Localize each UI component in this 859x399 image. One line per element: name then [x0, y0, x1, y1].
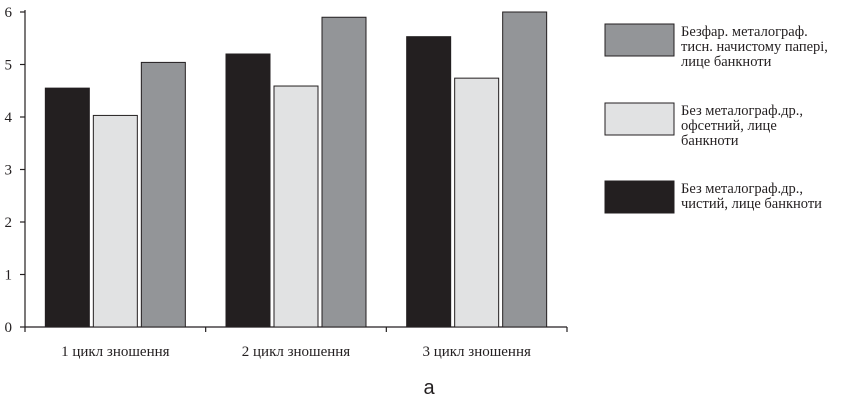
legend-label: Безфар. металограф. [681, 24, 808, 40]
legend-label: Без металограф.др., [681, 181, 803, 197]
bar [273, 85, 319, 328]
legend-label: чистий, лице банкноти [681, 196, 822, 212]
tick-labels: 0 1 2 3 4 5 6 1 цикл зношення 2 цикл зношення 3 ц… [5, 5, 531, 360]
y-tick-label: 0 [5, 320, 13, 336]
legend-swatch [604, 23, 675, 57]
y-tick-label: 5 [5, 58, 13, 74]
legend-label: офсетний, лице [681, 118, 777, 134]
legend-label: тисн. начистому папері, [681, 39, 828, 55]
legend-label: Без металограф.др., [681, 103, 803, 119]
legend-label: лице банкноти [681, 54, 772, 70]
y-tick-label: 3 [5, 163, 13, 179]
bar [502, 11, 548, 328]
bar [225, 53, 271, 328]
bar [92, 114, 138, 328]
y-tick-label: 6 [5, 5, 13, 21]
x-tick-label: 1 цикл зношення [61, 344, 170, 360]
figure-caption: a [423, 377, 435, 399]
y-tick-label: 1 [5, 268, 13, 284]
chart-bars [44, 11, 548, 328]
x-tick-label: 2 цикл зношення [242, 344, 351, 360]
x-tick-label: 3 цикл зношення [422, 344, 531, 360]
y-tick-label: 4 [5, 110, 13, 126]
bar [454, 77, 500, 328]
bar [406, 36, 452, 328]
legend-swatch [604, 180, 675, 214]
legend-label: банкноти [681, 133, 739, 149]
bar [44, 87, 90, 328]
legend-swatch [604, 102, 675, 136]
bar [321, 16, 367, 328]
bar [140, 61, 186, 328]
chart-legend: Безфар. металограф.тисн. начистому папер… [604, 23, 828, 214]
y-tick-label: 2 [5, 215, 13, 231]
